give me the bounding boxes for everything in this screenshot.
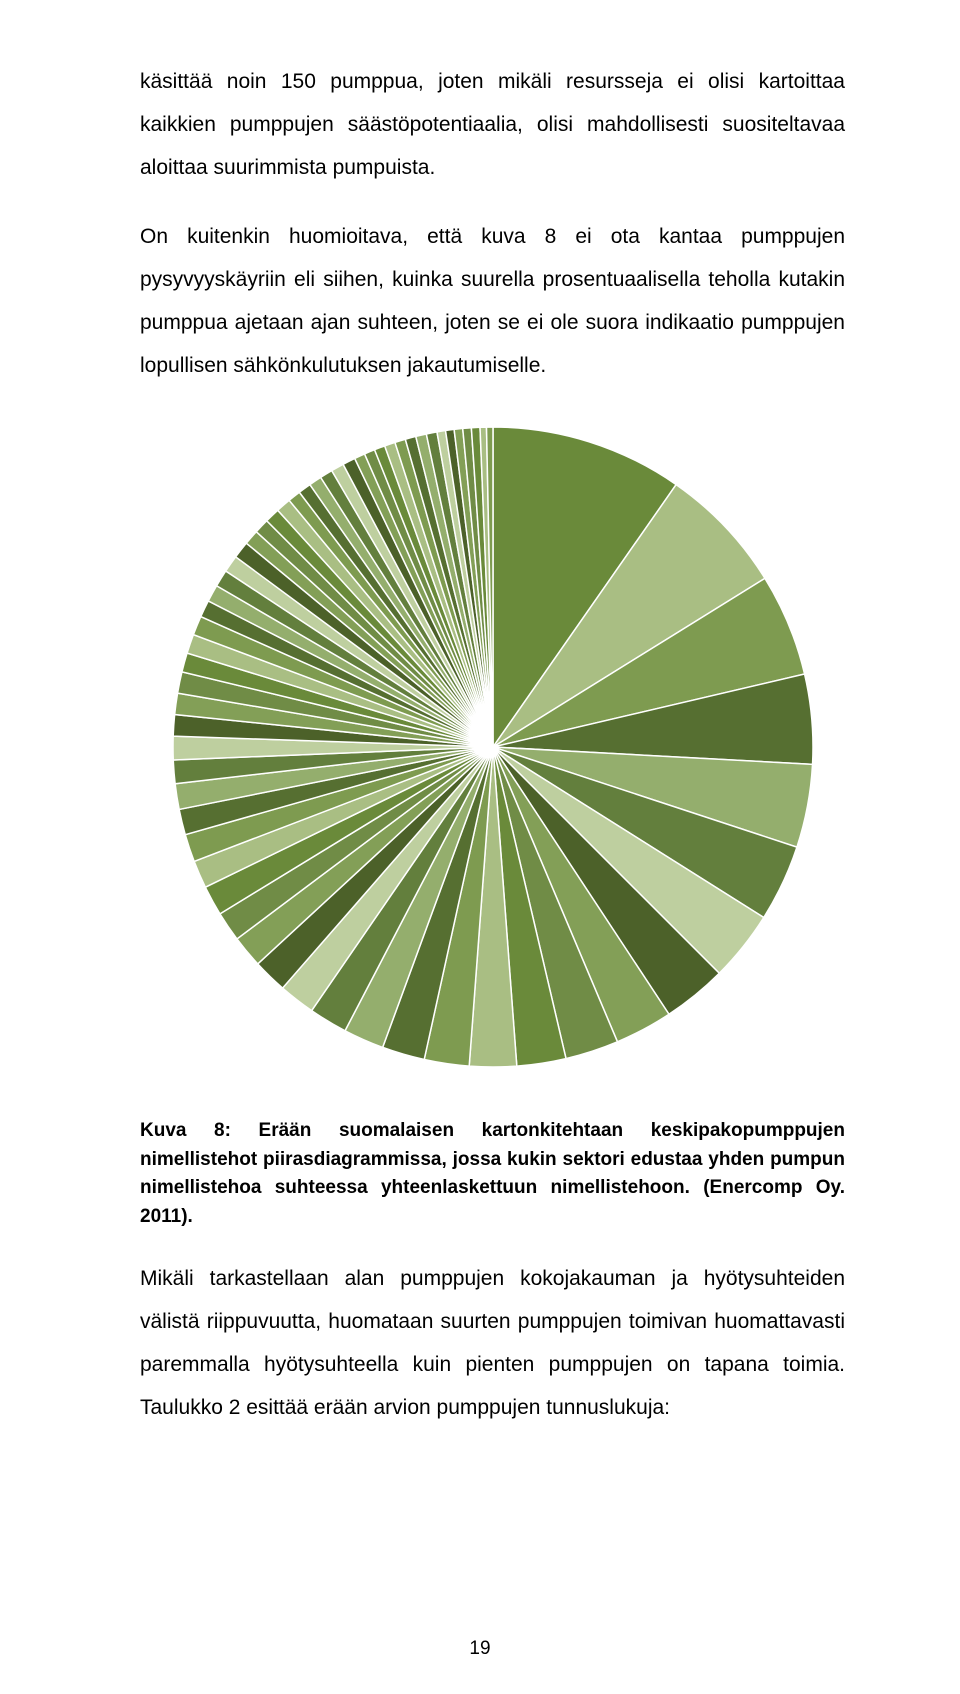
pie-chart xyxy=(173,427,813,1067)
paragraph-intro-2: On kuitenkin huomioitava, että kuva 8 ei… xyxy=(140,215,845,387)
paragraph-intro-1: käsittää noin 150 pumppua, joten mikäli … xyxy=(140,60,845,189)
figure-caption-text: Kuva 8: Erään suomalaisen kartonkitehtaa… xyxy=(140,1120,845,1227)
page-number: 19 xyxy=(0,1638,960,1660)
figure-caption: Kuva 8: Erään suomalaisen kartonkitehtaa… xyxy=(140,1117,845,1231)
paragraph-after-caption: Mikäli tarkastellaan alan pumppujen koko… xyxy=(140,1257,845,1429)
pie-chart-container xyxy=(140,427,845,1067)
